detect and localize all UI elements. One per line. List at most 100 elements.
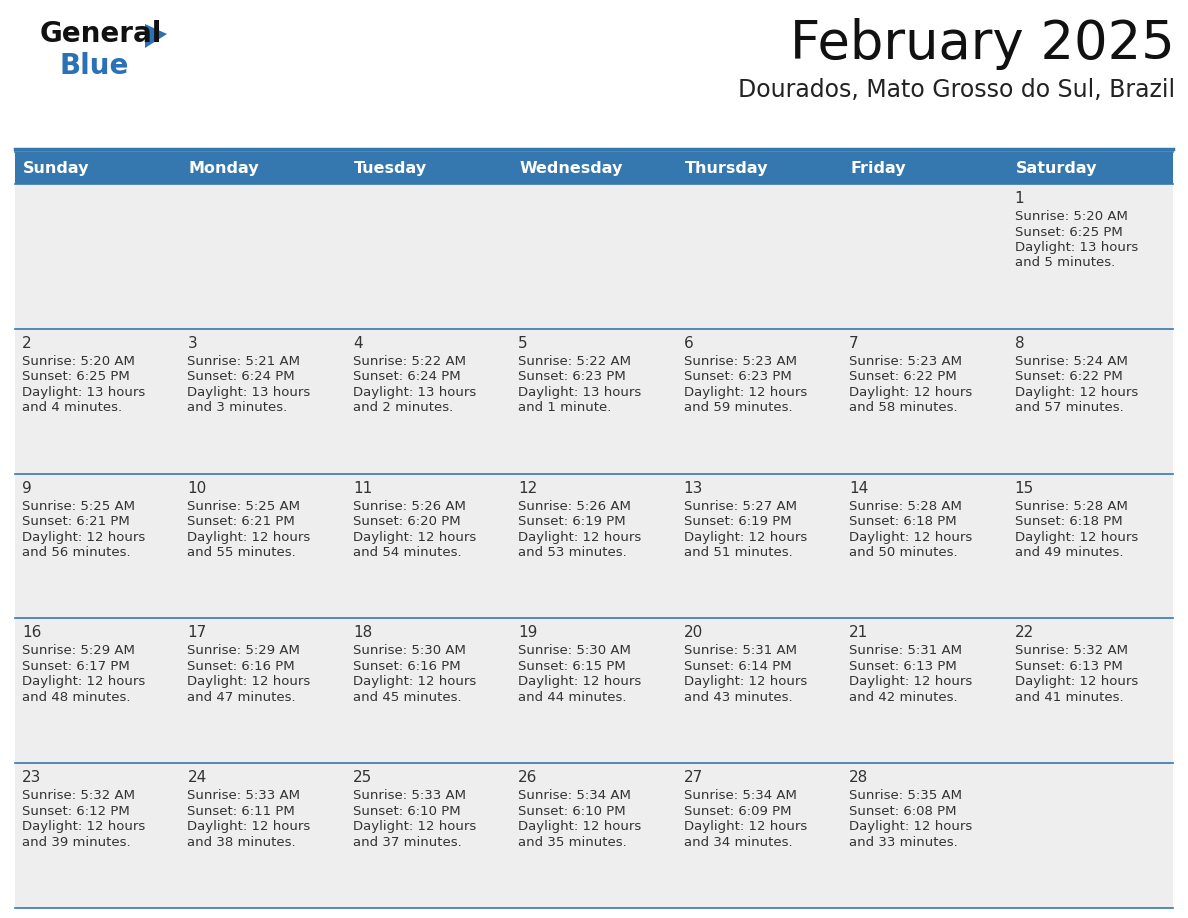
Text: 7: 7 — [849, 336, 859, 351]
Text: 10: 10 — [188, 481, 207, 496]
Text: and 37 minutes.: and 37 minutes. — [353, 835, 462, 849]
Text: and 5 minutes.: and 5 minutes. — [1015, 256, 1114, 270]
Text: and 4 minutes.: and 4 minutes. — [23, 401, 122, 414]
Bar — [677, 152, 842, 184]
Text: Sunset: 6:09 PM: Sunset: 6:09 PM — [684, 805, 791, 818]
Text: Sunset: 6:16 PM: Sunset: 6:16 PM — [188, 660, 295, 673]
Text: Sunrise: 5:35 AM: Sunrise: 5:35 AM — [849, 789, 962, 802]
Text: Sunset: 6:24 PM: Sunset: 6:24 PM — [188, 370, 295, 384]
Text: Sunset: 6:19 PM: Sunset: 6:19 PM — [684, 515, 791, 528]
Text: and 34 minutes.: and 34 minutes. — [684, 835, 792, 849]
Text: Sunset: 6:24 PM: Sunset: 6:24 PM — [353, 370, 461, 384]
Text: Sunset: 6:18 PM: Sunset: 6:18 PM — [1015, 515, 1123, 528]
Text: Daylight: 12 hours: Daylight: 12 hours — [849, 820, 973, 834]
Text: and 58 minutes.: and 58 minutes. — [849, 401, 958, 414]
Text: Daylight: 12 hours: Daylight: 12 hours — [849, 386, 973, 398]
Text: Sunrise: 5:29 AM: Sunrise: 5:29 AM — [188, 644, 301, 657]
Text: 26: 26 — [518, 770, 538, 785]
Text: Daylight: 12 hours: Daylight: 12 hours — [188, 531, 311, 543]
Text: Sunrise: 5:27 AM: Sunrise: 5:27 AM — [684, 499, 797, 512]
Text: Monday: Monday — [189, 162, 259, 176]
Bar — [15, 619, 1173, 763]
Text: and 59 minutes.: and 59 minutes. — [684, 401, 792, 414]
Text: Daylight: 12 hours: Daylight: 12 hours — [23, 676, 145, 688]
Text: Sunrise: 5:25 AM: Sunrise: 5:25 AM — [23, 499, 135, 512]
Text: and 49 minutes.: and 49 minutes. — [1015, 546, 1123, 559]
Text: Daylight: 12 hours: Daylight: 12 hours — [188, 820, 311, 834]
Text: Sunrise: 5:26 AM: Sunrise: 5:26 AM — [518, 499, 631, 512]
Text: and 1 minute.: and 1 minute. — [518, 401, 612, 414]
Text: Sunset: 6:10 PM: Sunset: 6:10 PM — [353, 805, 461, 818]
Text: and 48 minutes.: and 48 minutes. — [23, 691, 131, 704]
Text: Sunday: Sunday — [23, 162, 89, 176]
Text: 15: 15 — [1015, 481, 1034, 496]
Text: and 54 minutes.: and 54 minutes. — [353, 546, 461, 559]
Text: Wednesday: Wednesday — [519, 162, 623, 176]
Text: Daylight: 12 hours: Daylight: 12 hours — [1015, 676, 1138, 688]
Text: 19: 19 — [518, 625, 538, 641]
Text: 16: 16 — [23, 625, 42, 641]
Text: 22: 22 — [1015, 625, 1034, 641]
Text: Daylight: 12 hours: Daylight: 12 hours — [23, 531, 145, 543]
Text: Sunset: 6:15 PM: Sunset: 6:15 PM — [518, 660, 626, 673]
Text: Sunset: 6:25 PM: Sunset: 6:25 PM — [23, 370, 129, 384]
Text: and 51 minutes.: and 51 minutes. — [684, 546, 792, 559]
Bar — [511, 152, 677, 184]
Text: Daylight: 12 hours: Daylight: 12 hours — [353, 820, 476, 834]
Text: Sunrise: 5:33 AM: Sunrise: 5:33 AM — [188, 789, 301, 802]
Text: Daylight: 12 hours: Daylight: 12 hours — [23, 820, 145, 834]
Text: and 35 minutes.: and 35 minutes. — [518, 835, 627, 849]
Text: Daylight: 12 hours: Daylight: 12 hours — [684, 386, 807, 398]
Text: Sunrise: 5:26 AM: Sunrise: 5:26 AM — [353, 499, 466, 512]
Text: Daylight: 12 hours: Daylight: 12 hours — [1015, 386, 1138, 398]
Bar — [181, 152, 346, 184]
Text: Sunset: 6:20 PM: Sunset: 6:20 PM — [353, 515, 461, 528]
Text: Daylight: 12 hours: Daylight: 12 hours — [518, 820, 642, 834]
Text: Daylight: 13 hours: Daylight: 13 hours — [188, 386, 311, 398]
Bar — [15, 152, 181, 184]
Text: Sunset: 6:16 PM: Sunset: 6:16 PM — [353, 660, 461, 673]
Text: Daylight: 12 hours: Daylight: 12 hours — [518, 531, 642, 543]
Text: Sunrise: 5:23 AM: Sunrise: 5:23 AM — [849, 354, 962, 368]
Text: Daylight: 13 hours: Daylight: 13 hours — [23, 386, 145, 398]
Text: and 47 minutes.: and 47 minutes. — [188, 691, 296, 704]
Text: Daylight: 12 hours: Daylight: 12 hours — [849, 531, 973, 543]
Text: and 57 minutes.: and 57 minutes. — [1015, 401, 1124, 414]
Text: Sunset: 6:21 PM: Sunset: 6:21 PM — [188, 515, 295, 528]
Text: Daylight: 13 hours: Daylight: 13 hours — [1015, 241, 1138, 254]
Text: Daylight: 12 hours: Daylight: 12 hours — [684, 820, 807, 834]
Text: Sunset: 6:11 PM: Sunset: 6:11 PM — [188, 805, 295, 818]
Text: and 45 minutes.: and 45 minutes. — [353, 691, 461, 704]
Text: Daylight: 12 hours: Daylight: 12 hours — [849, 676, 973, 688]
Text: and 38 minutes.: and 38 minutes. — [188, 835, 296, 849]
Text: and 39 minutes.: and 39 minutes. — [23, 835, 131, 849]
Text: 12: 12 — [518, 481, 537, 496]
Text: Sunrise: 5:34 AM: Sunrise: 5:34 AM — [684, 789, 797, 802]
Text: Sunset: 6:23 PM: Sunset: 6:23 PM — [684, 370, 791, 384]
Text: Sunset: 6:22 PM: Sunset: 6:22 PM — [1015, 370, 1123, 384]
Text: Sunset: 6:13 PM: Sunset: 6:13 PM — [849, 660, 956, 673]
Text: 23: 23 — [23, 770, 42, 785]
Bar — [15, 474, 1173, 619]
Text: Sunrise: 5:28 AM: Sunrise: 5:28 AM — [1015, 499, 1127, 512]
Text: 8: 8 — [1015, 336, 1024, 351]
Text: and 43 minutes.: and 43 minutes. — [684, 691, 792, 704]
Text: 14: 14 — [849, 481, 868, 496]
Text: Daylight: 12 hours: Daylight: 12 hours — [188, 676, 311, 688]
Text: Sunrise: 5:34 AM: Sunrise: 5:34 AM — [518, 789, 631, 802]
Text: Sunset: 6:17 PM: Sunset: 6:17 PM — [23, 660, 129, 673]
Text: Sunset: 6:12 PM: Sunset: 6:12 PM — [23, 805, 129, 818]
Bar — [346, 152, 511, 184]
Text: Daylight: 12 hours: Daylight: 12 hours — [518, 676, 642, 688]
Text: and 55 minutes.: and 55 minutes. — [188, 546, 296, 559]
Text: 28: 28 — [849, 770, 868, 785]
Text: Daylight: 12 hours: Daylight: 12 hours — [684, 531, 807, 543]
Text: Blue: Blue — [61, 52, 129, 80]
Text: February 2025: February 2025 — [790, 18, 1175, 70]
Text: Sunset: 6:14 PM: Sunset: 6:14 PM — [684, 660, 791, 673]
Text: Sunrise: 5:28 AM: Sunrise: 5:28 AM — [849, 499, 962, 512]
Text: 6: 6 — [684, 336, 694, 351]
Text: Sunset: 6:10 PM: Sunset: 6:10 PM — [518, 805, 626, 818]
Text: Tuesday: Tuesday — [354, 162, 426, 176]
Text: 2: 2 — [23, 336, 32, 351]
